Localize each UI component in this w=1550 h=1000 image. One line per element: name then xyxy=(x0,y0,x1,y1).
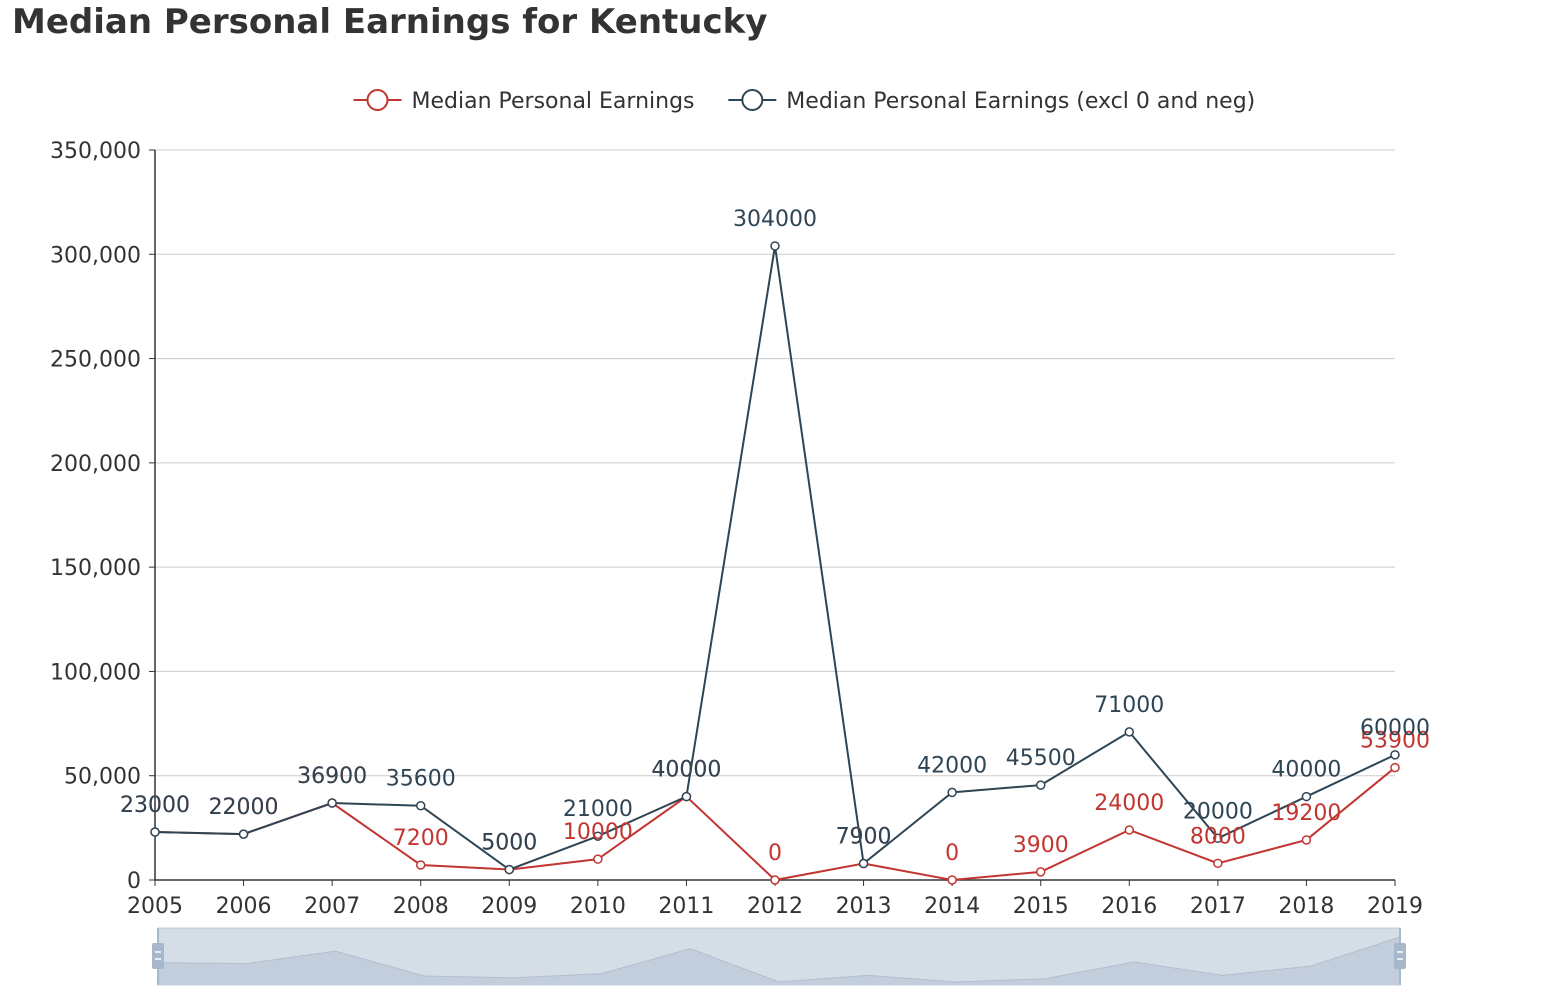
x-tick-label: 2019 xyxy=(1367,894,1423,919)
data-point[interactable] xyxy=(415,800,426,811)
data-label: 8000 xyxy=(1190,824,1246,849)
data-point[interactable] xyxy=(238,829,249,839)
data-point[interactable] xyxy=(1301,791,1312,802)
data-point[interactable] xyxy=(593,854,603,864)
data-label: 7900 xyxy=(836,825,892,850)
data-label: 53900 xyxy=(1360,729,1430,754)
data-point[interactable] xyxy=(770,241,780,251)
x-tick-label: 2018 xyxy=(1278,894,1334,919)
y-tick-label: 350,000 xyxy=(50,139,141,164)
data-label: 19200 xyxy=(1271,801,1341,826)
x-tick-label: 2017 xyxy=(1190,894,1246,919)
data-label: 40000 xyxy=(1271,758,1341,783)
data-label: 23000 xyxy=(120,793,190,818)
x-tick-label: 2006 xyxy=(216,894,272,919)
x-tick-label: 2008 xyxy=(393,894,449,919)
data-label: 24000 xyxy=(1094,791,1164,816)
data-label: 5000 xyxy=(481,831,537,856)
data-point[interactable] xyxy=(1035,867,1046,877)
data-point[interactable] xyxy=(1213,833,1223,844)
y-tick-label: 100,000 xyxy=(50,660,141,685)
series-lines xyxy=(150,241,1400,885)
data-label: 0 xyxy=(945,841,959,866)
legend-marker-icon xyxy=(741,89,764,111)
chart-title: Median Personal Earnings for Kentucky xyxy=(12,2,768,42)
zoom-handle-right[interactable] xyxy=(1394,928,1406,985)
data-point[interactable] xyxy=(415,860,426,870)
data-label: 20000 xyxy=(1183,799,1253,824)
zoom-selection[interactable] xyxy=(158,928,1400,985)
data-point[interactable] xyxy=(947,875,957,885)
data-label: 35600 xyxy=(386,767,456,792)
data-label: 0 xyxy=(768,841,782,866)
data-label: 5000 xyxy=(481,831,537,856)
zoom-shadow-line xyxy=(157,936,1401,983)
data-point[interactable] xyxy=(593,831,603,841)
zoom-handle-grip-icon[interactable] xyxy=(1394,943,1406,969)
x-tick-label: 2009 xyxy=(481,894,537,919)
data-label: 7200 xyxy=(393,826,449,851)
data-labels: 23000 22000 36900 7200 5000 10000 40000 0 7900 0 3… xyxy=(120,207,1430,866)
y-tick-label: 250,000 xyxy=(50,348,141,373)
data-point[interactable] xyxy=(1213,858,1223,869)
data-point[interactable] xyxy=(1390,762,1400,773)
grid-lines xyxy=(155,149,1395,777)
x-tick-label: 2013 xyxy=(836,894,892,919)
data-label: 60000 xyxy=(1360,716,1430,741)
y-tick-label: 300,000 xyxy=(50,243,141,268)
zoom-shadow-area xyxy=(158,937,1400,985)
data-point[interactable] xyxy=(770,875,780,885)
x-tick-label: 2014 xyxy=(924,894,980,919)
data-label: 40000 xyxy=(651,758,721,783)
data-point[interactable] xyxy=(504,864,515,875)
data-point[interactable] xyxy=(681,791,692,802)
data-label: 71000 xyxy=(1094,693,1164,718)
zoom-handle-grip-icon[interactable] xyxy=(152,943,164,969)
data-label: 304000 xyxy=(733,207,817,232)
x-tick-label: 2007 xyxy=(304,894,360,919)
data-label: 22000 xyxy=(209,795,279,820)
data-point[interactable] xyxy=(947,787,957,798)
legend-label: Median Personal Earnings xyxy=(412,89,695,114)
data-label: 10000 xyxy=(563,820,633,845)
data-label: 7900 xyxy=(836,825,892,850)
legend-label: Median Personal Earnings (excl 0 and neg… xyxy=(786,89,1255,114)
data-zoom-slider[interactable] xyxy=(152,927,1406,986)
data-label: 40000 xyxy=(651,758,721,783)
y-tick-label: 200,000 xyxy=(50,452,141,477)
axes: 0 50,000 100,000 150,000 200,000 250,000 300,0… xyxy=(50,139,1423,919)
x-tick-label: 2010 xyxy=(570,894,626,919)
legend[interactable]: Median Personal Earnings Median Personal … xyxy=(353,89,1256,114)
legend-marker-icon xyxy=(366,89,389,111)
y-tick-label: 150,000 xyxy=(50,556,141,581)
legend-item[interactable]: Median Personal Earnings (excl 0 and neg… xyxy=(728,89,1255,114)
data-label: 42000 xyxy=(917,753,987,778)
data-label: 45500 xyxy=(1006,746,1076,771)
data-point[interactable] xyxy=(1035,780,1046,790)
x-tick-label: 2015 xyxy=(1013,894,1069,919)
data-point[interactable] xyxy=(1124,825,1135,835)
data-label: 23000 xyxy=(120,793,190,818)
y-tick-label: 50,000 xyxy=(64,765,141,790)
data-point[interactable] xyxy=(1301,835,1312,845)
legend-item[interactable]: Median Personal Earnings xyxy=(353,89,695,114)
data-label: 36900 xyxy=(297,764,367,789)
data-label: 36900 xyxy=(297,764,367,789)
data-label: 21000 xyxy=(563,797,633,822)
data-label: 3900 xyxy=(1013,833,1069,858)
data-point[interactable] xyxy=(1390,750,1400,760)
data-point[interactable] xyxy=(150,827,160,837)
x-tick-label: 2011 xyxy=(658,894,714,919)
zoom-handle-left[interactable] xyxy=(152,928,164,985)
data-point[interactable] xyxy=(858,858,869,869)
y-tick-label: 0 xyxy=(127,869,141,894)
x-tick-label: 2016 xyxy=(1101,894,1157,919)
data-label: 22000 xyxy=(209,795,279,820)
data-point[interactable] xyxy=(327,798,337,808)
data-point[interactable] xyxy=(1124,727,1135,737)
x-tick-label: 2012 xyxy=(747,894,803,919)
x-tick-label: 2005 xyxy=(127,894,183,919)
